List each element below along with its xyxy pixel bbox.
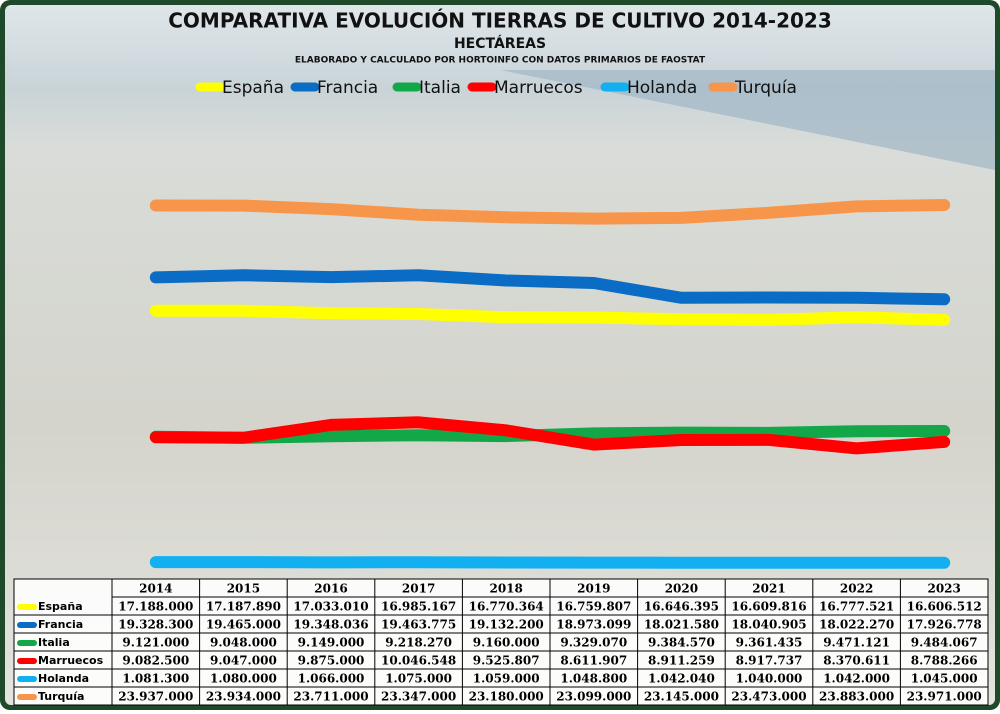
sea xyxy=(500,70,995,170)
table-cell: 23.711.000 xyxy=(293,690,368,704)
series-line xyxy=(149,556,951,569)
table-cell: 23.937.000 xyxy=(118,690,193,704)
table-cell: 16.985.167 xyxy=(381,600,456,614)
table-cell: 1.066.000 xyxy=(298,672,365,686)
table-cell: 18.973.099 xyxy=(556,618,631,632)
table-cell: 1.042.040 xyxy=(648,672,715,686)
table-cell: 8.370.611 xyxy=(823,654,890,668)
series-line xyxy=(149,269,951,306)
table-cell: 23.883.000 xyxy=(819,690,894,704)
column-header: 2020 xyxy=(665,582,698,596)
column-header: 2021 xyxy=(752,582,785,596)
data-table: 2014 2015 2016 2017 2018 2019 2020 2021 2022 2023… xyxy=(13,578,989,706)
column-header: 2018 xyxy=(489,582,522,596)
table-cell: 1.081.300 xyxy=(122,672,189,686)
table-cell: 9.149.000 xyxy=(298,636,365,650)
table-cell: 8.911.259 xyxy=(648,654,715,668)
series-line xyxy=(149,304,951,326)
table-cell: 9.384.570 xyxy=(648,636,715,650)
row-label: Marruecos xyxy=(38,654,104,667)
table-cell: 16.646.395 xyxy=(644,600,719,614)
table-cell: 16.770.364 xyxy=(469,600,544,614)
table-cell: 16.606.512 xyxy=(907,600,982,614)
table-cell: 9.361.435 xyxy=(736,636,803,650)
table-cell: 1.045.000 xyxy=(911,672,978,686)
table-cell: 18.040.905 xyxy=(731,618,806,632)
table-cell: 8.917.737 xyxy=(736,654,803,668)
table-cell: 9.484.067 xyxy=(911,636,978,650)
row-label: Turquía xyxy=(38,690,84,703)
table-bg xyxy=(13,578,989,706)
row-label: Francia xyxy=(38,618,83,631)
table-cell: 9.048.000 xyxy=(210,636,277,650)
table-cell: 23.180.000 xyxy=(469,690,544,704)
table-cell: 1.059.000 xyxy=(473,672,540,686)
chart-subtitle: HECTÁREAS xyxy=(454,35,546,52)
legend-label: Marruecos xyxy=(494,78,583,98)
row-label: España xyxy=(38,600,83,613)
table-cell: 9.047.000 xyxy=(210,654,277,668)
legend: España Francia Italia Marruecos Holanda Turqu… xyxy=(195,78,797,98)
table-cell: 17.926.778 xyxy=(907,618,982,632)
column-header: 2017 xyxy=(402,582,435,596)
table-cell: 18.021.580 xyxy=(644,618,719,632)
column-header: 2023 xyxy=(927,582,960,596)
column-header: 2022 xyxy=(840,582,873,596)
column-header: 2015 xyxy=(227,582,260,596)
table-cell: 19.348.036 xyxy=(293,618,368,632)
table-cell: 1.075.000 xyxy=(385,672,452,686)
table-cell: 10.046.548 xyxy=(381,654,456,668)
row-label: Holanda xyxy=(38,672,89,685)
table-cell: 1.040.000 xyxy=(736,672,803,686)
chart-title: COMPARATIVA EVOLUCIÓN TIERRAS DE CULTIVO… xyxy=(168,9,832,33)
table-cell: 8.611.907 xyxy=(560,654,627,668)
table-cell: 23.099.000 xyxy=(556,690,631,704)
table-cell: 1.042.000 xyxy=(823,672,890,686)
table-cell: 9.218.270 xyxy=(385,636,452,650)
table-cell: 23.145.000 xyxy=(644,690,719,704)
table-cell: 19.463.775 xyxy=(381,618,456,632)
column-header: 2019 xyxy=(577,582,610,596)
table-cell: 16.777.521 xyxy=(819,600,894,614)
column-header: 2016 xyxy=(314,582,347,596)
table-cell: 9.875.000 xyxy=(298,654,365,668)
table-cell: 9.121.000 xyxy=(122,636,189,650)
table-cell: 9.525.807 xyxy=(473,654,540,668)
table-cell: 9.329.070 xyxy=(560,636,627,650)
table-cell: 1.048.800 xyxy=(560,672,627,686)
table-cell: 16.609.816 xyxy=(731,600,806,614)
table-cell: 19.132.200 xyxy=(469,618,544,632)
table-cell: 23.473.000 xyxy=(731,690,806,704)
series-line xyxy=(149,199,951,225)
table-cell: 23.934.000 xyxy=(206,690,281,704)
table-cell: 18.022.270 xyxy=(819,618,894,632)
table-cell: 17.033.010 xyxy=(293,600,368,614)
column-header: 2014 xyxy=(139,582,172,596)
table-cell: 17.187.890 xyxy=(206,600,281,614)
table-cell: 16.759.807 xyxy=(556,600,631,614)
legend-label: Holanda xyxy=(627,78,697,98)
table-cell: 19.328.300 xyxy=(118,618,193,632)
row-label: Italia xyxy=(38,636,70,649)
series-line xyxy=(149,416,951,455)
table-cell: 9.082.500 xyxy=(122,654,189,668)
background xyxy=(5,5,995,705)
table-cell: 9.160.000 xyxy=(473,636,540,650)
table-cell: 23.347.000 xyxy=(381,690,456,704)
legend-label: Francia xyxy=(317,78,378,98)
table-cell: 9.471.121 xyxy=(823,636,890,650)
table-cell: 1.080.000 xyxy=(210,672,277,686)
legend-label: España xyxy=(222,78,284,98)
legend-label: Turquía xyxy=(734,78,797,98)
table-cell: 8.788.266 xyxy=(911,654,978,668)
table-cell: 19.465.000 xyxy=(206,618,281,632)
table-cell: 17.188.000 xyxy=(118,600,193,614)
table-cell: 23.971.000 xyxy=(907,690,982,704)
legend-label: Italia xyxy=(419,78,461,98)
plot xyxy=(149,199,951,569)
chart-note: ELABORADO Y CALCULADO POR HORTOINFO CON … xyxy=(295,56,706,66)
